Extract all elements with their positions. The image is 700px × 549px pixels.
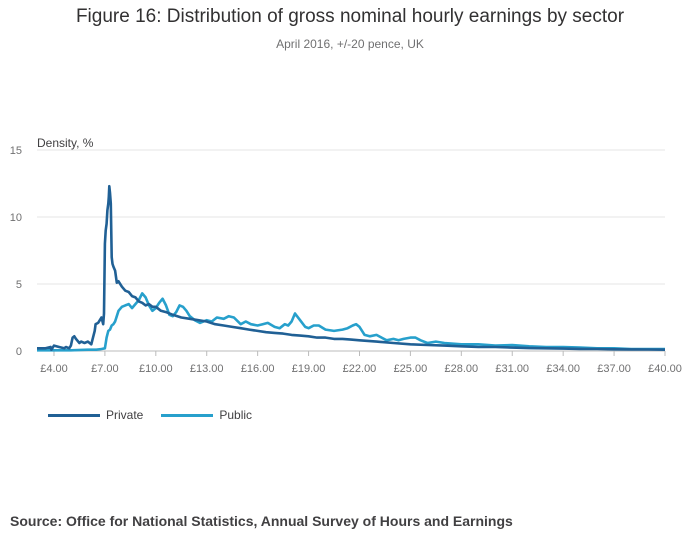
source-note: Source: Office for National Statistics, …	[10, 513, 513, 529]
line-chart: Density, % 0 5 10 15 £4.00 £7.00 £10.00 £13.00…	[10, 136, 682, 375]
x-tick-label: £31.00	[495, 363, 529, 375]
x-axis-ticks: £4.00 £7.00 £10.00 £13.00 £16.00 £19.00 £22.00…	[40, 351, 682, 375]
x-tick-label: £37.00	[597, 363, 631, 375]
legend-swatch-public	[161, 413, 214, 417]
legend-swatch-private	[48, 413, 100, 417]
x-tick-label: £16.00	[241, 363, 275, 375]
gridlines	[37, 149, 665, 352]
legend-item-public[interactable]: Public	[161, 408, 252, 422]
y-tick-label: 10	[10, 212, 22, 224]
x-tick-label: £22.00	[343, 363, 377, 375]
x-tick-label: £19.00	[292, 363, 326, 375]
legend-label-private: Private	[106, 408, 144, 422]
series-lines	[37, 184, 666, 352]
x-tick-label: £25.00	[394, 363, 428, 375]
x-tick-label: £10.00	[139, 363, 173, 375]
legend-item-private[interactable]: Private	[48, 408, 143, 422]
chart-title: Figure 16: Distribution of gross nominal…	[75, 6, 625, 27]
x-tick-label: £4.00	[40, 363, 68, 375]
legend: Private Public	[48, 408, 270, 422]
y-tick-label: 5	[16, 279, 22, 291]
y-axis-ticks: 0 5 10 15	[10, 145, 22, 358]
y-axis-label: Density, %	[37, 136, 94, 150]
series-line-private	[37, 184, 666, 351]
y-tick-label: 0	[16, 346, 22, 358]
x-tick-label: £34.00	[546, 363, 580, 375]
x-tick-label: £7.00	[91, 363, 119, 375]
series-line-public	[37, 292, 665, 352]
x-tick-label: £13.00	[190, 363, 224, 375]
chart-subtitle: April 2016, +/-20 pence, UK	[276, 37, 424, 51]
x-tick-label: £40.00	[648, 363, 682, 375]
y-tick-label: 15	[10, 145, 22, 157]
legend-label-public: Public	[219, 408, 253, 422]
x-tick-label: £28.00	[444, 363, 478, 375]
